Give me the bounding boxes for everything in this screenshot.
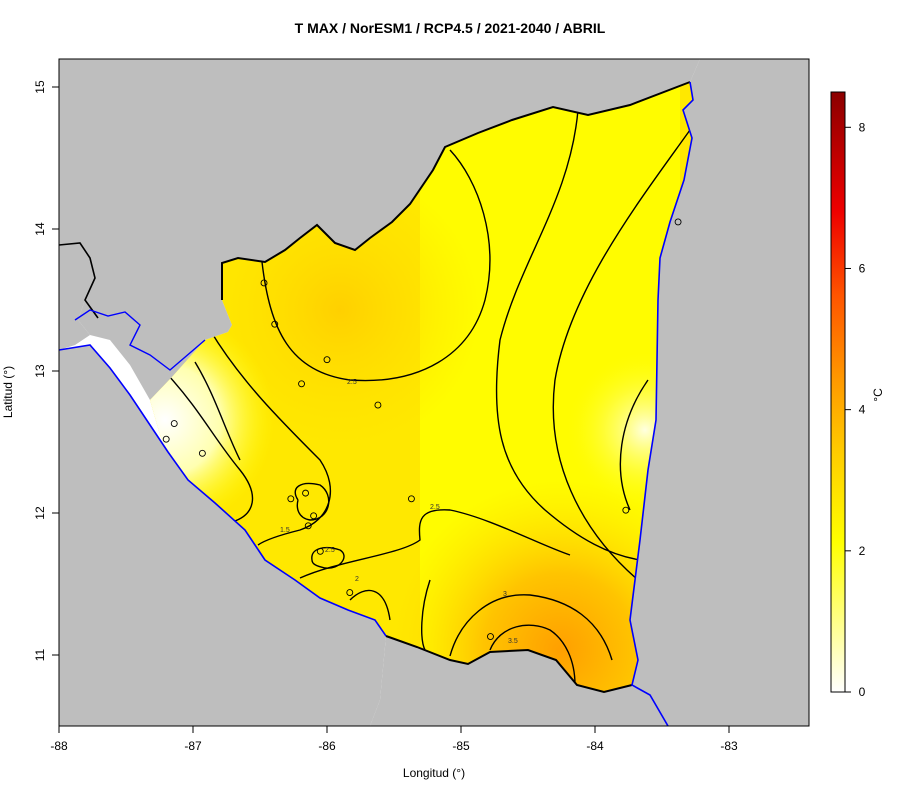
station-marker	[374, 401, 382, 409]
colorbar-tick-label: 0	[859, 685, 866, 699]
x-tick-label: -85	[452, 739, 470, 753]
honduras-land	[59, 59, 700, 400]
station-marker	[287, 495, 295, 503]
y-axis-label: Latitud (°)	[1, 366, 15, 418]
station-marker	[310, 512, 318, 520]
y-tick-label: 15	[33, 80, 47, 94]
contour-label: 3	[503, 591, 507, 598]
x-axis-label: Longitud (°)	[403, 766, 465, 780]
station-marker	[323, 356, 331, 364]
x-tick-label: -86	[318, 739, 336, 753]
station-marker	[304, 522, 312, 530]
y-tick-label: 11	[33, 648, 47, 661]
y-tick-label: 14	[33, 222, 47, 236]
caribbean-sea-east	[630, 59, 809, 726]
station-marker	[260, 279, 268, 287]
station-marker	[674, 218, 682, 226]
contour-line	[294, 482, 330, 521]
colorbar-gradient	[830, 91, 846, 693]
y-axis: 11 12 13 14 15	[33, 80, 60, 661]
contour-labels: 2.5 1.5 2.5 2 2.5 3 3.5	[280, 379, 518, 645]
pacific-ocean-west	[59, 345, 386, 726]
weather-stations	[162, 218, 682, 640]
station-marker	[407, 495, 415, 503]
contour-line	[167, 374, 254, 523]
contour-line	[495, 109, 641, 561]
gulf-of-fonseca-coast	[74, 309, 206, 371]
station-marker	[198, 449, 206, 457]
contour-line	[349, 589, 391, 621]
contour-label: 2.5	[325, 547, 335, 554]
el-salvador-land	[59, 243, 95, 350]
contour-label: 2.5	[430, 504, 440, 511]
coastline	[629, 81, 694, 726]
colorbar: 0 2 4 6 8 °C	[830, 91, 885, 699]
contour-line	[209, 329, 331, 546]
station-marker	[622, 506, 630, 514]
contour-line	[421, 579, 431, 651]
coastline	[59, 344, 387, 637]
country-border	[385, 635, 633, 694]
contour-line	[299, 509, 571, 579]
colorbar-tick-label: 2	[859, 544, 866, 558]
station-marker	[346, 589, 354, 596]
colorbar-unit-label: °C	[871, 388, 885, 402]
x-tick-label: -84	[586, 739, 604, 753]
station-marker	[162, 435, 170, 443]
contour-label: 2.5	[347, 379, 357, 386]
contour-line	[489, 624, 576, 686]
y-tick-label: 13	[33, 364, 47, 378]
station-marker	[487, 633, 494, 640]
colorbar-tick-label: 6	[859, 261, 866, 275]
country-border	[59, 242, 99, 319]
contour-line	[619, 379, 649, 511]
y-tick-label: 12	[33, 506, 47, 520]
contour-label: 3.5	[508, 638, 518, 645]
station-marker	[170, 420, 178, 427]
contour-line	[552, 129, 691, 581]
contour-label: 2	[355, 576, 359, 583]
station-marker	[298, 380, 305, 388]
contour-line	[261, 149, 491, 382]
station-marker	[316, 547, 324, 555]
contour-label: 1.5	[280, 527, 290, 534]
station-marker	[271, 320, 279, 328]
contour-lines	[167, 109, 691, 686]
x-axis: -88 -87 -86 -85 -84 -83	[50, 725, 738, 753]
contour-line	[449, 594, 613, 661]
x-tick-label: -88	[50, 739, 68, 753]
colorbar-tick-label: 4	[859, 403, 866, 417]
colorbar-tick-label: 8	[859, 120, 866, 134]
map-area: 2.5 1.5 2.5 2 2.5 3 3.5	[59, 59, 809, 726]
x-tick-label: -83	[720, 739, 738, 753]
map-title: T MAX / NorESM1 / RCP4.5 / 2021-2040 / A…	[294, 20, 606, 36]
contour-line	[194, 361, 241, 461]
station-marker	[302, 489, 310, 497]
x-tick-label: -87	[184, 739, 202, 753]
country-border	[221, 81, 691, 300]
